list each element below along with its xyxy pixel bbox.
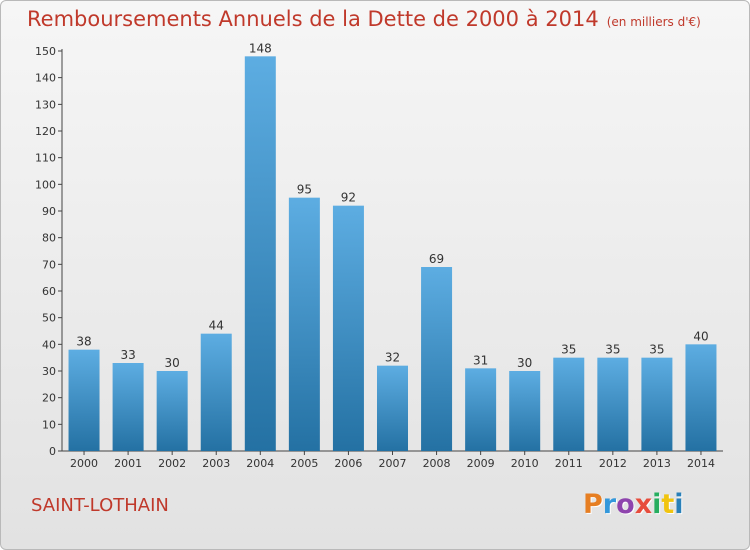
logo-letter: x bbox=[634, 489, 653, 520]
x-tick-label: 2007 bbox=[379, 457, 407, 470]
y-tick-label: 40 bbox=[42, 338, 56, 351]
bar bbox=[288, 197, 320, 451]
bar bbox=[465, 368, 497, 451]
y-tick-label: 120 bbox=[35, 125, 56, 138]
data-label: 35 bbox=[605, 343, 620, 357]
logo-letter: r bbox=[602, 489, 617, 520]
y-tick-label: 20 bbox=[42, 392, 56, 405]
x-tick-label: 2011 bbox=[555, 457, 583, 470]
y-tick-label: 60 bbox=[42, 285, 56, 298]
commune-name: SAINT-LOTHAIN bbox=[31, 495, 169, 516]
y-tick-label: 110 bbox=[35, 152, 56, 165]
data-label: 148 bbox=[249, 41, 272, 55]
y-tick-label: 130 bbox=[35, 98, 56, 111]
x-tick-label: 2001 bbox=[114, 457, 142, 470]
x-tick-label: 2013 bbox=[643, 457, 671, 470]
data-label: 40 bbox=[693, 329, 708, 343]
y-tick-label: 10 bbox=[42, 418, 56, 431]
bar bbox=[332, 205, 364, 451]
bar bbox=[68, 349, 100, 451]
chart-title: Remboursements Annuels de la Dette de 20… bbox=[27, 7, 701, 31]
data-label: 31 bbox=[473, 353, 488, 367]
x-tick-label: 2005 bbox=[290, 457, 318, 470]
data-label: 35 bbox=[649, 343, 664, 357]
y-tick-label: 70 bbox=[42, 258, 56, 271]
bar bbox=[685, 344, 717, 451]
x-tick-label: 2012 bbox=[599, 457, 627, 470]
x-tick-label: 2004 bbox=[246, 457, 274, 470]
logo-letter: t bbox=[661, 489, 675, 520]
bar bbox=[421, 267, 453, 451]
y-tick-label: 150 bbox=[35, 45, 56, 58]
chart-unit: (en milliers d'€) bbox=[606, 15, 701, 29]
bar bbox=[641, 357, 673, 451]
bar bbox=[509, 371, 541, 451]
data-label: 32 bbox=[385, 351, 400, 365]
y-tick-label: 140 bbox=[35, 72, 56, 85]
data-label: 30 bbox=[165, 356, 180, 370]
logo-letter: P bbox=[583, 489, 603, 520]
bar bbox=[156, 371, 188, 451]
data-label: 33 bbox=[120, 348, 135, 362]
logo-letter: i bbox=[652, 489, 662, 520]
x-tick-label: 2000 bbox=[70, 457, 98, 470]
bar bbox=[112, 363, 144, 451]
logo-letter: i bbox=[674, 489, 684, 520]
bar bbox=[597, 357, 629, 451]
data-label: 30 bbox=[517, 356, 532, 370]
x-tick-label: 2003 bbox=[202, 457, 230, 470]
data-label: 69 bbox=[429, 252, 444, 266]
bar bbox=[244, 56, 276, 451]
x-tick-label: 2006 bbox=[334, 457, 362, 470]
bar bbox=[553, 357, 585, 451]
y-tick-label: 100 bbox=[35, 178, 56, 191]
x-tick-label: 2002 bbox=[158, 457, 186, 470]
y-tick-label: 90 bbox=[42, 205, 56, 218]
proxiti-logo: Proxiti bbox=[583, 489, 684, 520]
y-tick-label: 50 bbox=[42, 312, 56, 325]
y-tick-label: 80 bbox=[42, 232, 56, 245]
x-tick-label: 2010 bbox=[511, 457, 539, 470]
bar bbox=[377, 365, 408, 451]
y-tick-label: 0 bbox=[49, 445, 56, 458]
chart-title-text: Remboursements Annuels de la Dette de 20… bbox=[27, 7, 599, 31]
x-tick-label: 2009 bbox=[467, 457, 495, 470]
data-label: 38 bbox=[76, 335, 91, 349]
data-label: 95 bbox=[297, 183, 312, 197]
logo-letter: o bbox=[616, 489, 635, 520]
data-label: 92 bbox=[341, 191, 356, 205]
data-label: 44 bbox=[209, 319, 224, 333]
y-tick-label: 30 bbox=[42, 365, 56, 378]
x-tick-label: 2014 bbox=[687, 457, 715, 470]
x-tick-label: 2008 bbox=[423, 457, 451, 470]
bar bbox=[200, 333, 232, 451]
data-label: 35 bbox=[561, 343, 576, 357]
